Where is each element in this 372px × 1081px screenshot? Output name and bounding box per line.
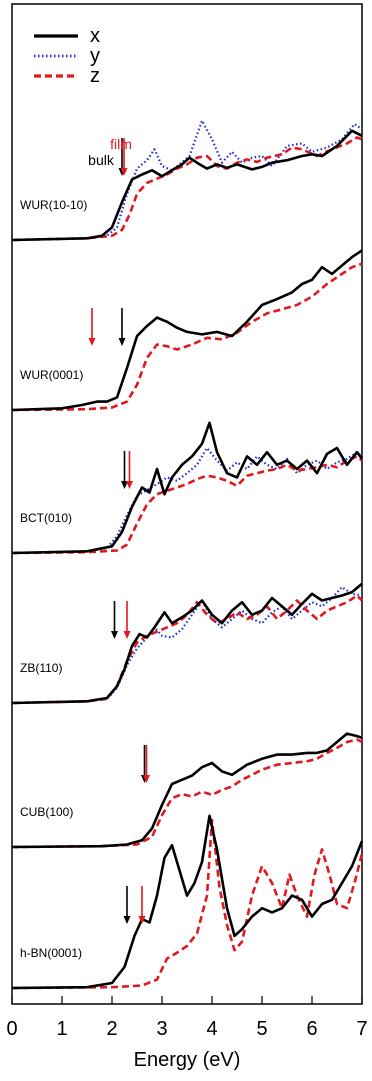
x-tick-label: 2 xyxy=(106,1018,117,1040)
x-tick-label: 6 xyxy=(306,1018,317,1040)
series-x-line xyxy=(11,582,363,705)
bulk-gap-arrow xyxy=(123,886,131,924)
panel-label: WUR(10-10) xyxy=(20,198,87,212)
bulk-gap-arrow xyxy=(118,308,126,346)
film-gap-arrow xyxy=(126,451,133,489)
legend-label-z: z xyxy=(90,65,100,87)
series-z-line xyxy=(11,455,363,555)
panel-labels: WUR(10-10) WUR(0001) BCT(010) ZB(110) CUB(10… xyxy=(20,198,87,960)
panel-label: CUB(100) xyxy=(20,805,73,819)
gap-annotations: film bulk xyxy=(88,136,132,168)
panel-label: WUR(0001) xyxy=(20,368,83,382)
x-axis-title: Energy (eV) xyxy=(134,1049,241,1071)
legend: xyz xyxy=(34,25,100,87)
plot-frame xyxy=(11,3,363,1005)
series-y-line xyxy=(11,119,363,242)
film-gap-arrow xyxy=(120,138,128,176)
legend-label-x: x xyxy=(90,25,100,47)
film-gap-arrow xyxy=(138,886,146,924)
series-z-line xyxy=(11,818,364,990)
x-tick-label: 7 xyxy=(356,1018,367,1040)
series-x-line xyxy=(11,129,363,242)
legend-label-y: y xyxy=(90,45,100,67)
series-x-line xyxy=(11,732,363,849)
bulk-gap-arrow xyxy=(111,601,118,639)
panel-label: h-BN(0001) xyxy=(20,946,82,960)
series-z-line xyxy=(11,738,363,849)
film-gap-arrow xyxy=(143,745,150,783)
series-x-line xyxy=(11,249,363,412)
x-axis-ticks xyxy=(11,996,363,1004)
gap-arrows xyxy=(88,138,150,924)
panel-label: ZB(110) xyxy=(20,661,62,675)
x-tick-label: 0 xyxy=(6,1018,17,1040)
series-y-line xyxy=(11,586,363,705)
x-tick-label: 5 xyxy=(256,1018,267,1040)
film-gap-arrow xyxy=(123,601,131,639)
x-tick-label: 4 xyxy=(206,1018,217,1040)
series-z-line xyxy=(11,594,363,705)
series-x-line xyxy=(11,421,364,555)
annotation-bulk: bulk xyxy=(88,152,115,168)
bulk-gap-arrow xyxy=(121,451,128,489)
x-axis-tick-labels: 0 1 2 3 4 5 6 7 xyxy=(6,1018,367,1040)
series-z-line xyxy=(11,136,363,242)
x-tick-label: 3 xyxy=(156,1018,167,1040)
annotation-film: film xyxy=(110,136,132,152)
panel-label: BCT(010) xyxy=(20,511,72,525)
film-gap-arrow xyxy=(88,308,96,346)
series-z-line xyxy=(11,262,363,412)
spectra-curves xyxy=(11,119,364,990)
x-tick-label: 1 xyxy=(56,1018,67,1040)
